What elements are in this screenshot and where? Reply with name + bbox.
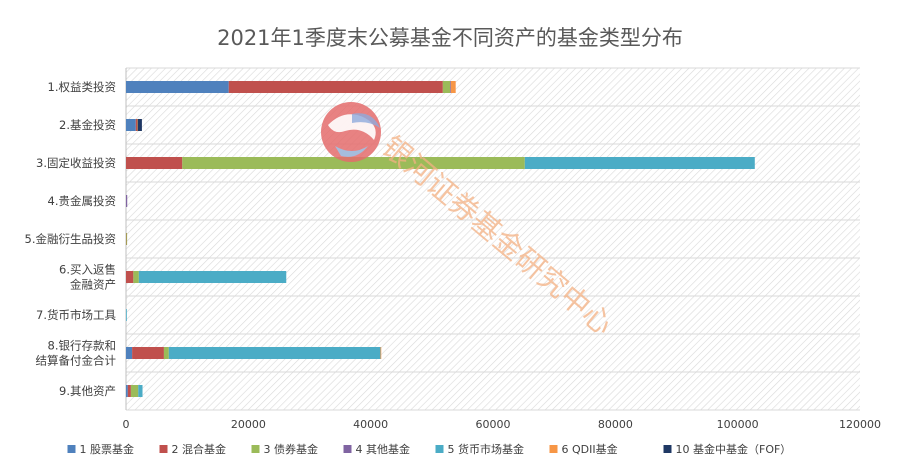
legend-swatch: [67, 445, 76, 453]
bar: [168, 347, 381, 359]
category-labels: 1.权益类投资 2.基金投资 3.固定收益投资 4.贵金属投资 5.金融衍生品投资 6.买…: [25, 80, 117, 398]
legend-swatch: [435, 445, 444, 453]
bar: [450, 81, 451, 93]
bar: [126, 233, 128, 245]
category-label: 9.其他资产: [59, 384, 116, 398]
legend-swatch: [549, 445, 558, 453]
legend-label: 3 债券基金: [264, 442, 319, 456]
legend: 1 股票基金 2 混合基金 3 债券基金 4 其他基金 5 货币市场基金 6 QDII基金…: [67, 442, 792, 456]
category-label: 结算备付金合计: [36, 354, 117, 368]
bar: [450, 81, 456, 93]
bar: [182, 157, 525, 169]
bar: [137, 119, 142, 131]
x-tick-label: 20000: [231, 418, 266, 431]
bar: [126, 385, 128, 397]
bar: [130, 385, 139, 397]
bar: [137, 119, 138, 131]
bar: [126, 347, 133, 359]
legend-label: 1 股票基金: [80, 442, 135, 456]
bar: [442, 81, 451, 93]
bar: [126, 157, 183, 169]
bars: [126, 81, 755, 397]
bar: [138, 271, 287, 283]
bar: [126, 81, 229, 93]
bar: [524, 157, 755, 169]
category-label: 8.银行存款和: [48, 339, 116, 353]
category-label: 金融资产: [70, 278, 116, 292]
category-label: 2.基金投资: [59, 118, 116, 132]
category-label: 5.金融衍生品投资: [25, 232, 116, 246]
category-label: 1.权益类投资: [48, 80, 116, 94]
legend-swatch: [251, 445, 260, 453]
x-tick-label: 80000: [598, 418, 633, 431]
bar: [127, 385, 131, 397]
legend-label: 2 混合基金: [172, 442, 227, 456]
legend-label: 5 货币市场基金: [448, 442, 525, 456]
x-tick-label: 120000: [839, 418, 881, 431]
legend-swatch: [159, 445, 168, 453]
category-label: 7.货币市场工具: [36, 308, 116, 322]
bar: [135, 119, 138, 131]
x-axis-ticks: 0 20000 40000 60000 80000 100000 120000: [123, 418, 882, 431]
x-tick-label: 100000: [717, 418, 759, 431]
bar: [380, 347, 382, 359]
bar: [132, 347, 164, 359]
bar: [133, 271, 139, 283]
logo-icon: [321, 102, 381, 162]
bar: [138, 385, 143, 397]
bar: [228, 81, 443, 93]
x-tick-label: 0: [123, 418, 130, 431]
x-tick-label: 40000: [353, 418, 388, 431]
legend-swatch: [343, 445, 352, 453]
bar: [126, 271, 134, 283]
legend-label: 6 QDII基金: [562, 442, 618, 456]
x-tick-label: 60000: [476, 418, 511, 431]
chart-title: 2021年1季度末公募基金不同资产的基金类型分布: [217, 26, 683, 50]
legend-label: 10 基金中基金（FOF）: [676, 442, 792, 456]
category-label: 4.贵金属投资: [48, 194, 116, 208]
legend-swatch: [663, 445, 672, 453]
bar: [126, 119, 136, 131]
category-label: 3.固定收益投资: [36, 156, 116, 170]
bar: [163, 347, 169, 359]
bar: [126, 309, 127, 321]
bar: [126, 195, 128, 207]
category-label: 6.买入返售: [59, 263, 116, 277]
legend-label: 4 其他基金: [356, 442, 411, 456]
